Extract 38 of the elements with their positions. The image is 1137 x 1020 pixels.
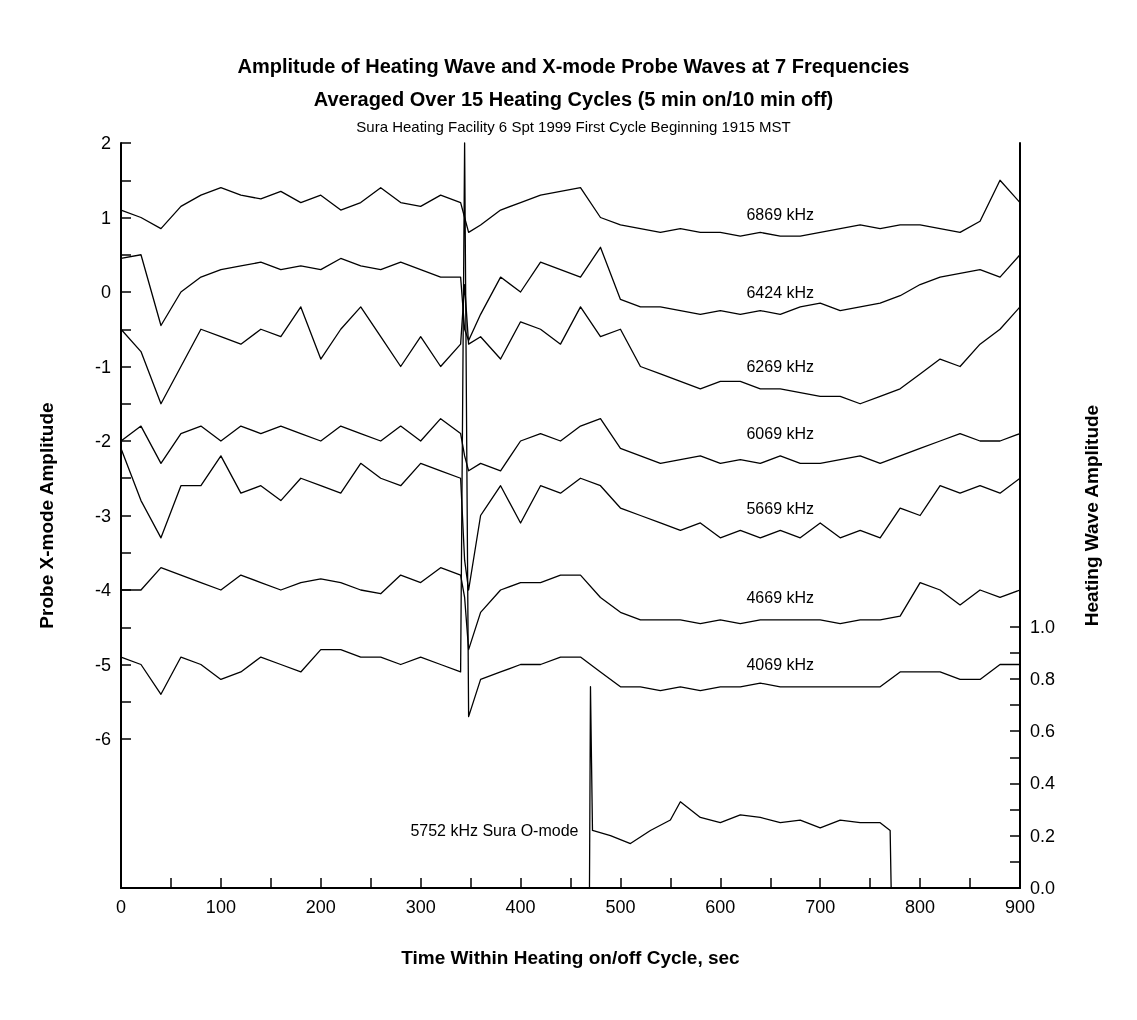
- x-tick-label: 800: [905, 897, 936, 917]
- series-label: 5752 kHz Sura O-mode: [410, 821, 579, 839]
- x-tick-label: 500: [605, 897, 636, 917]
- y-tick-label: 2: [100, 133, 111, 153]
- series-label: 4069 kHz: [746, 656, 815, 674]
- y2-tick-label: 1.0: [1030, 616, 1056, 637]
- x-tick-label: 400: [505, 897, 536, 917]
- series-label: 6269 kHz: [746, 358, 815, 376]
- x-tick-label: 0: [115, 897, 127, 917]
- y-tick-label: -4: [94, 580, 111, 600]
- series-label: 4669 kHz: [746, 589, 815, 607]
- x-tick-label: 700: [805, 897, 836, 917]
- x-tick-label: 300: [405, 897, 436, 917]
- series-label: 6869 kHz: [746, 205, 815, 223]
- y-tick-label: -3: [94, 505, 111, 526]
- y-tick-label: -6: [94, 729, 111, 749]
- y2-tick-label: 0.0: [1030, 878, 1056, 898]
- series-label: 6069 kHz: [746, 425, 815, 443]
- y2-tick-label: 0.2: [1030, 825, 1056, 846]
- y-tick-label: -2: [94, 431, 111, 451]
- y-axis-title: Probe X-mode Amplitude: [36, 402, 57, 629]
- x-tick-label: 900: [1004, 897, 1036, 917]
- y-tick-label: -5: [94, 654, 111, 675]
- series-label: 6424 kHz: [746, 283, 815, 301]
- x-tick-label: 200: [305, 897, 336, 917]
- y-tick-label: 1: [100, 207, 111, 228]
- y2-tick-label: 0.4: [1030, 773, 1056, 794]
- chart-subtitle: Sura Heating Facility 6 Spt 1999 First Cycle Beginning 1915 MST: [356, 118, 791, 135]
- y2-tick-label: 0.6: [1030, 721, 1056, 742]
- x-tick-label: 100: [205, 897, 236, 917]
- x-tick-label: 600: [705, 897, 736, 917]
- y2-tick-label: 0.8: [1030, 668, 1056, 689]
- y-tick-label: -1: [94, 356, 111, 377]
- y-tick-label: 0: [100, 282, 111, 302]
- y2-axis-title: Heating Wave Amplitude: [1081, 404, 1102, 627]
- x-axis-title: Time Within Heating on/off Cycle, sec: [401, 947, 741, 968]
- chart-title: Amplitude of Heating Wave and X-mode Probe Waves at 7 Frequencies Averaged Over 15 Heating Cycles (5 min on/10 min off): [237, 54, 910, 110]
- series-label: 5669 kHz: [746, 499, 815, 517]
